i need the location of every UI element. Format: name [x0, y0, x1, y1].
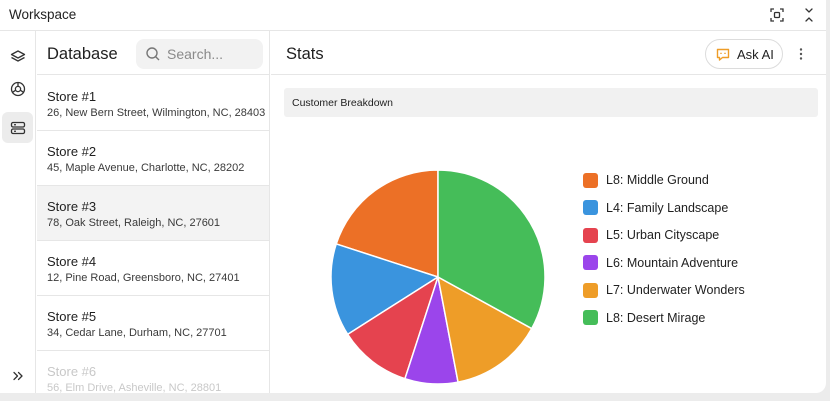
store-list-panel: Database Store #1 26, New Bern Street, W…: [37, 31, 270, 393]
legend-swatch: [583, 282, 598, 298]
store-name: Store #6: [47, 364, 97, 379]
chat-bot-icon: [716, 48, 730, 61]
search-box[interactable]: [136, 39, 263, 69]
list-title: Database: [47, 45, 118, 63]
legend-item[interactable]: L8: Desert Mirage: [583, 309, 705, 327]
focus-mode-icon[interactable]: [768, 6, 786, 24]
stats-panel: Stats Ask AI Customer Breakdown: [271, 31, 826, 393]
legend-swatch: [583, 172, 598, 188]
legend-swatch: [583, 310, 598, 325]
list-item[interactable]: Store #2 45, Maple Avenue, Charlotte, NC…: [37, 131, 269, 186]
chart-button[interactable]: [2, 73, 33, 104]
store-address: 34, Cedar Lane, Durham, NC, 27701: [47, 327, 227, 339]
legend-label: L8: Desert Mirage: [606, 310, 706, 325]
legend-label: L4: Family Landscape: [606, 200, 729, 215]
expand-sidebar-button[interactable]: [2, 360, 33, 391]
double-chevron-right-icon: [12, 371, 23, 380]
pie-slice-5[interactable]: [437, 169, 546, 330]
title-bar: Workspace: [0, 0, 826, 31]
window-title: Workspace: [9, 7, 77, 22]
database-icon: [10, 121, 25, 134]
ask-ai-button[interactable]: Ask AI: [705, 39, 783, 69]
legend-swatch: [583, 255, 598, 270]
pie-slice-4[interactable]: [437, 276, 533, 383]
legend-item[interactable]: L7: Underwater Wonders: [583, 281, 745, 299]
list-item[interactable]: Store #4 12, Pine Road, Greensboro, NC, …: [37, 241, 269, 296]
store-name: Store #4: [47, 254, 97, 269]
more-options-icon[interactable]: [792, 44, 810, 64]
workspace-window: Workspace: [0, 0, 826, 393]
layers-button[interactable]: [2, 41, 33, 72]
legend-swatch: [583, 227, 598, 243]
search-icon: [146, 47, 160, 61]
legend-item[interactable]: L6: Mountain Adventure: [583, 254, 738, 272]
pie-chart: [330, 169, 546, 385]
legend-label: L8: Middle Ground: [606, 173, 709, 187]
database-button[interactable]: [2, 112, 33, 143]
collapse-icon[interactable]: [800, 6, 818, 24]
list-item[interactable]: Store #1 26, New Bern Street, Wilmington…: [37, 76, 269, 131]
store-name: Store #5: [47, 309, 97, 324]
stats-header: Stats Ask AI: [271, 31, 826, 75]
list-item[interactable]: Store #6 56, Elm Drive, Asheville, NC, 2…: [37, 351, 269, 393]
icon-rail: [0, 31, 36, 393]
legend-item[interactable]: L8: Middle Ground: [583, 171, 709, 189]
legend-item[interactable]: L4: Family Landscape: [583, 199, 728, 217]
ask-ai-label: Ask AI: [737, 46, 774, 62]
page-title: Stats: [286, 45, 324, 63]
store-address: 12, Pine Road, Greensboro, NC, 27401: [47, 272, 240, 284]
customer-breakdown-chart: L8: Middle Ground L4: Family Landscape L5:…: [271, 127, 826, 393]
pie-slice-0[interactable]: [335, 169, 439, 278]
pie-slice-2[interactable]: [346, 276, 439, 380]
store-address: 56, Elm Drive, Asheville, NC, 28801: [47, 382, 222, 393]
list-item[interactable]: Store #5 34, Cedar Lane, Durham, NC, 277…: [37, 296, 269, 351]
card-title: Customer Breakdown: [292, 97, 393, 109]
legend-label: L6: Mountain Adventure: [606, 255, 739, 270]
store-name: Store #1: [47, 89, 97, 104]
list-item-selected[interactable]: Store #3 78, Oak Street, Raleigh, NC, 27…: [37, 186, 269, 241]
list-header: Database: [37, 31, 269, 75]
legend-label: L5: Urban Cityscape: [606, 228, 720, 242]
legend-swatch: [583, 200, 598, 215]
store-address: 78, Oak Street, Raleigh, NC, 27601: [47, 217, 221, 229]
legend-item[interactable]: L5: Urban Cityscape: [583, 226, 719, 244]
card-header: Customer Breakdown: [284, 88, 818, 117]
store-address: 45, Maple Avenue, Charlotte, NC, 28202: [47, 162, 245, 174]
search-input[interactable]: [167, 44, 259, 64]
pie-slice-1[interactable]: [330, 243, 439, 336]
store-address: 26, New Bern Street, Wilmington, NC, 284…: [47, 107, 266, 119]
legend-label: L7: Underwater Wonders: [606, 283, 745, 297]
layers-icon: [10, 49, 25, 62]
store-name: Store #2: [47, 144, 97, 159]
chart-icon: [10, 81, 25, 96]
store-name: Store #3: [47, 199, 97, 214]
